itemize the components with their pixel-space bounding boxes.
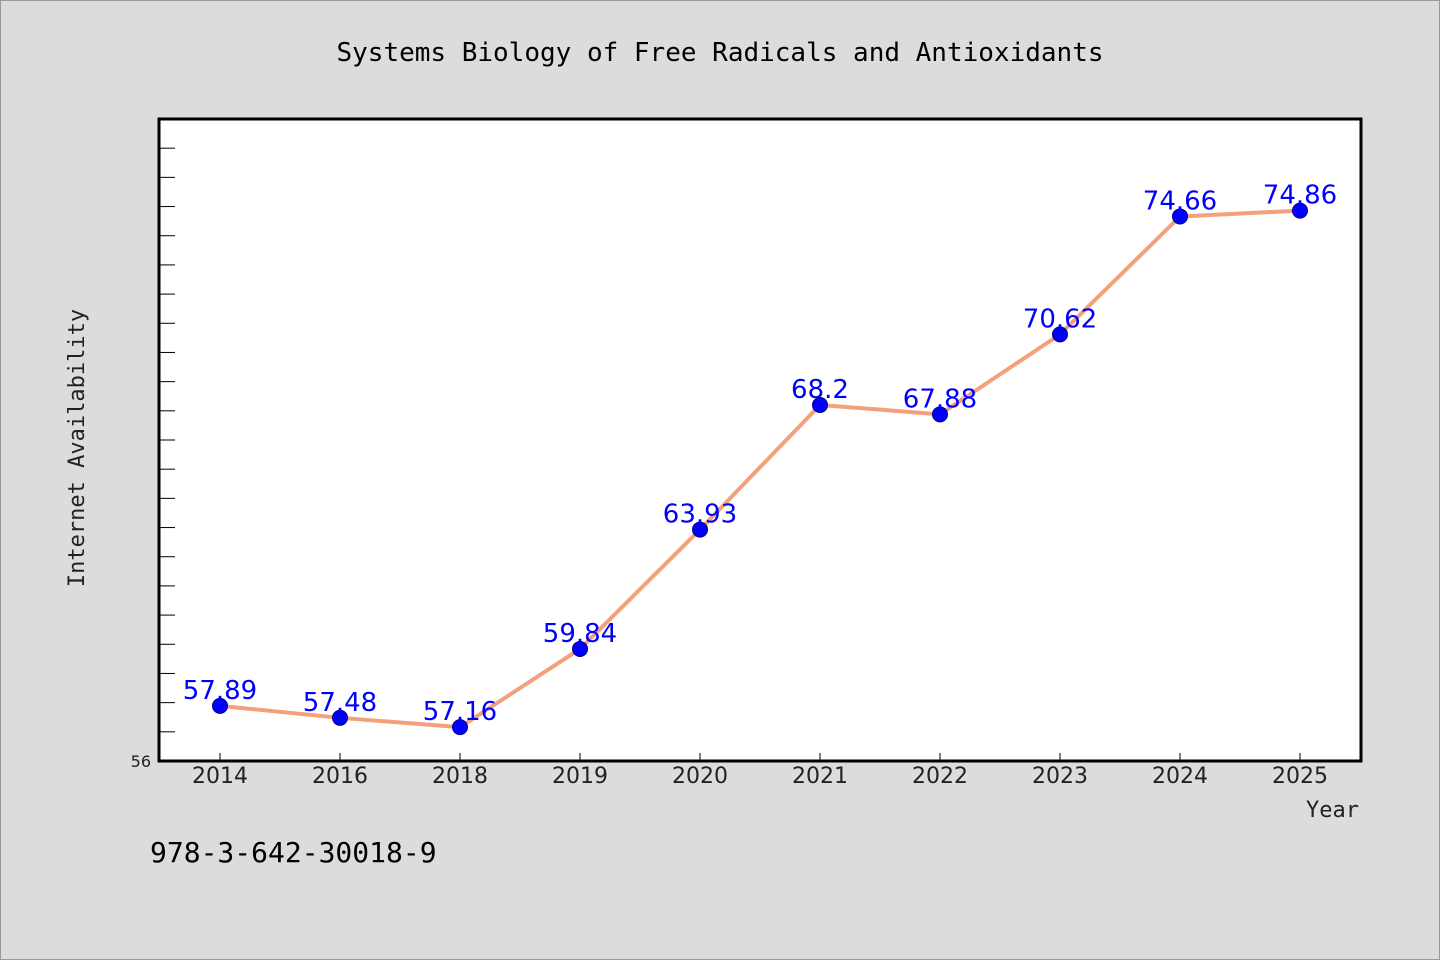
x-tick-label: 2018 — [432, 764, 488, 789]
x-axis-label: Year — [1306, 798, 1359, 823]
x-tick-label: 2016 — [312, 764, 368, 789]
data-point — [932, 406, 948, 423]
data-label: 59.84 — [543, 619, 617, 649]
plot-area — [157, 117, 1363, 763]
data-point — [452, 719, 468, 736]
data-label: 63.93 — [663, 500, 737, 530]
data-label: 70.62 — [1023, 304, 1097, 334]
x-tick-label: 2020 — [672, 764, 728, 789]
data-point — [692, 521, 708, 538]
x-tick-label: 2023 — [1032, 764, 1088, 789]
series-line — [218, 208, 1302, 730]
y-axis-ticks — [159, 147, 175, 733]
data-point — [212, 697, 228, 714]
chart-title: Systems Biology of Free Radicals and Ant… — [336, 38, 1103, 68]
y-tick-label-min: 56 — [131, 752, 151, 771]
x-tick-label: 2024 — [1152, 764, 1208, 789]
data-point — [572, 640, 588, 657]
data-label: 74.86 — [1263, 181, 1337, 211]
data-label: 67.88 — [903, 384, 977, 414]
isbn-footer: 978-3-642-30018-9 — [150, 836, 437, 869]
data-labels-group: 57.89 57.48 57.16 59.84 63.93 68.2 67.88 70.62 7… — [183, 181, 1337, 728]
x-tick-label: 2019 — [552, 764, 608, 789]
data-label: 57.89 — [183, 676, 257, 706]
data-point — [1172, 208, 1188, 225]
y-axis-label: Internet Availability — [65, 309, 90, 587]
data-markers — [212, 202, 1308, 736]
data-point — [812, 396, 828, 413]
x-tick-label: 2022 — [912, 764, 968, 789]
x-axis-ticks — [219, 753, 1301, 761]
x-tick-label: 2025 — [1272, 764, 1328, 789]
data-point — [1052, 326, 1068, 343]
data-label: 57.48 — [303, 688, 377, 718]
data-point — [1292, 202, 1308, 219]
data-point — [332, 709, 348, 726]
data-label: 57.16 — [423, 697, 497, 727]
x-tick-label: 2014 — [192, 764, 248, 789]
data-label: 68.2 — [791, 375, 849, 405]
x-tick-label: 2021 — [792, 764, 848, 789]
x-axis-tick-labels: 2014 2016 2018 2019 2020 2021 2022 2023 2024 2025 — [192, 764, 1328, 789]
series-line-group — [218, 208, 1302, 730]
data-label: 74.66 — [1143, 186, 1217, 216]
